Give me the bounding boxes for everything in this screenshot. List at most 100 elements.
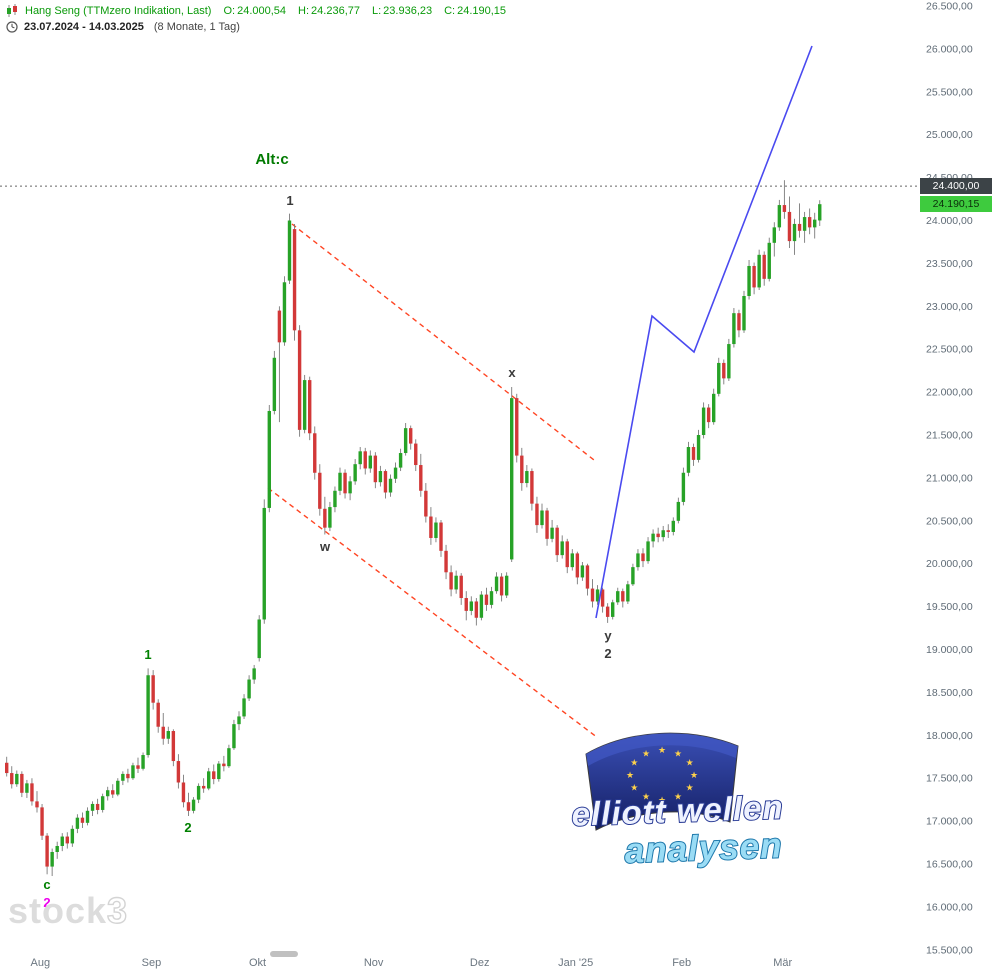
candle-up [802,217,807,231]
x-axis-month-label: Nov [364,957,384,969]
candle-up [328,507,332,528]
blue-projection-line[interactable] [595,45,813,619]
y-axis-label: 25.000,00 [926,129,973,141]
candle-down [656,533,660,538]
candle-up [732,313,736,345]
clock-icon [6,21,18,33]
candle-up [227,748,231,767]
candle-down [277,310,282,343]
y-axis-label: 23.000,00 [926,301,973,313]
candle-down [161,726,165,739]
candle-down [474,601,479,618]
wave-label: Alt:c [255,151,288,168]
candle-down [126,773,130,779]
candle-down [590,588,595,602]
candle-down [10,773,14,785]
candle-up [570,553,574,568]
candle-down [722,362,726,379]
candle-down [80,817,85,823]
x-axis-month-label: Sep [142,957,162,969]
candle-up [504,575,509,596]
candle-up [701,407,706,436]
candle-up [232,724,236,749]
y-axis-label: 21.000,00 [926,472,973,484]
candle-up [454,575,458,590]
upper-channel-dashed[interactable] [291,223,595,461]
candle-down [201,785,206,789]
candle-down [40,807,44,836]
candle-up [696,435,701,460]
candle-down [308,380,312,434]
candle-up [651,533,655,542]
candle-up [85,810,90,823]
instrument-name: Hang Seng (TTMzero Indikation, Last) [25,5,212,17]
candle-up [403,428,408,454]
star-icon: ★ [642,792,650,802]
candle-down [464,598,468,611]
candle-up [398,453,403,468]
candle-down [691,447,696,460]
y-axis-label: 25.500,00 [926,86,973,98]
wave-label: x [508,365,516,380]
chart-header-row2: 23.07.2024 - 14.03.2025 (8 Monate, 1 Tag… [6,21,240,33]
wave-label: y [604,628,612,643]
ohlc-open: O: 24.000,54 [223,5,287,17]
candle-down [449,572,453,590]
star-icon: ★ [642,748,650,758]
candle-down [444,550,448,573]
candle-up [100,796,105,810]
star-icon: ★ [674,748,682,758]
y-axis-label: 17.000,00 [926,816,973,828]
candle-up [358,451,362,465]
candle-down [111,790,115,795]
candle-down [459,575,463,599]
candle-down [297,330,302,430]
candle-down [530,471,534,504]
candle-up [626,584,630,602]
candle-up [393,467,398,479]
candle-down [318,472,322,509]
y-axis-label: 19.000,00 [926,644,973,656]
candle-up [646,541,650,562]
hline-price-tag[interactable]: 24.400,00 [920,178,992,195]
candle-up [90,803,95,811]
y-axis-label: 19.500,00 [926,601,973,613]
candle-up [631,567,635,585]
candle-up [767,242,771,279]
candle-down [565,541,569,568]
candle-down [65,836,69,844]
x-axis-month-label: Feb [672,957,691,969]
candle-down [797,223,802,231]
candle-down [787,211,792,242]
star-icon: ★ [690,770,698,780]
star-icon: ★ [630,758,638,768]
star-icon: ★ [630,783,638,793]
y-axis-label: 22.500,00 [926,344,973,356]
candle-up [353,464,357,482]
y-axis-label: 26.500,00 [926,1,973,13]
logo-line1: elliott wellen [571,788,784,832]
candle-up [671,520,675,532]
y-axis-label: 18.000,00 [926,730,973,742]
scrollbar-thumb[interactable] [270,951,298,957]
candle-down [419,465,423,491]
candle-up [686,447,691,473]
candle-up [333,490,337,508]
candle-down [484,594,489,605]
x-axis-month-label: Okt [249,957,266,969]
elliott-wellen-logo: ★ ★ ★ ★ ★ ★ ★ ★ ★ ★ ★ ★ elliott wellen analysen [570,732,785,872]
candle-down [222,763,226,767]
candle-up [681,472,686,502]
candle-down [515,398,519,456]
y-axis-label: 23.500,00 [926,258,973,270]
candle-down [343,472,347,494]
lower-channel-dashed[interactable] [267,487,599,739]
candle-down [313,433,317,473]
candle-down [429,516,433,538]
candle-up [166,731,170,739]
y-axis-label: 21.500,00 [926,430,973,442]
candle-down [156,702,160,727]
wave-label: 2 [43,895,50,910]
